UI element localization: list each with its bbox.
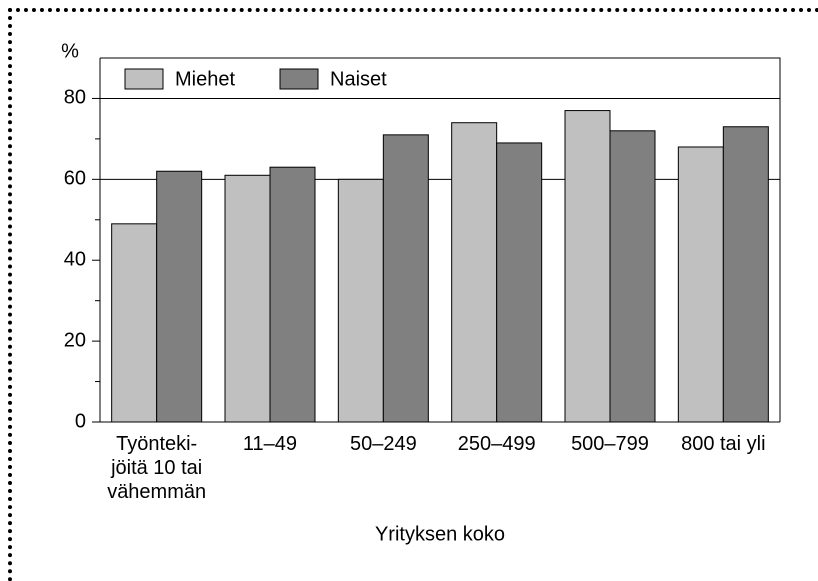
bar <box>382 134 429 423</box>
bar <box>224 174 271 423</box>
y-unit: % <box>61 40 79 62</box>
bar <box>156 170 203 423</box>
x-tick-label: Työnteki- jöitä 10 tai vähemmän <box>107 433 207 503</box>
legend-label: Miehet <box>175 68 235 90</box>
x-tick-label: 50–249 <box>349 433 417 455</box>
x-axis-title: Yrityksen koko <box>375 523 505 545</box>
bar <box>337 178 384 423</box>
legend-label: Naiset <box>330 68 387 90</box>
dotted-border <box>8 8 818 581</box>
bar <box>564 110 611 423</box>
y-tick-label: 40 <box>64 249 86 271</box>
bar <box>269 166 316 423</box>
x-tick-label: 800 tai yli <box>681 433 766 455</box>
legend-swatch <box>124 68 164 90</box>
bar <box>111 223 158 423</box>
y-tick-label: 0 <box>75 410 86 432</box>
legend-swatch <box>279 68 319 90</box>
y-tick-label: 80 <box>64 87 86 109</box>
x-tick-label: 250–499 <box>457 433 536 455</box>
x-tick-label: 11–49 <box>242 433 298 455</box>
bar <box>677 146 724 423</box>
bar <box>609 130 656 423</box>
x-tick-label: 500–799 <box>571 433 649 455</box>
bar <box>451 122 498 423</box>
y-tick-label: 20 <box>64 329 86 351</box>
bar <box>722 126 769 423</box>
y-tick-label: 60 <box>64 168 86 190</box>
bar <box>496 142 543 423</box>
plot-frame <box>100 57 781 422</box>
